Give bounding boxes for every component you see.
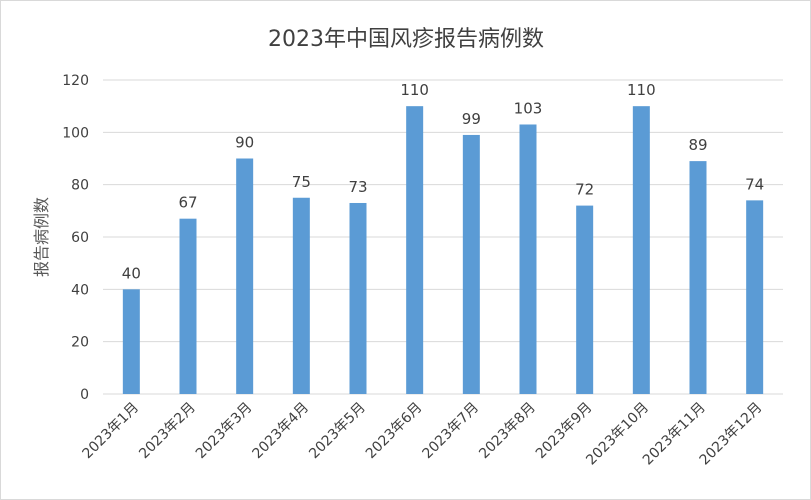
data-label: 75: [292, 173, 311, 191]
bar: [746, 200, 764, 394]
x-tick-label: 2023年1月: [80, 400, 143, 463]
bar: [689, 161, 707, 394]
bar: [179, 218, 197, 394]
bar: [292, 197, 310, 394]
x-tick-label: 2023年6月: [363, 400, 426, 463]
bar: [519, 124, 537, 394]
x-tick-label: 2023年8月: [476, 400, 539, 463]
bar: [122, 289, 140, 394]
y-tick-label: 60: [71, 230, 89, 246]
data-label: 99: [462, 110, 481, 128]
data-label: 67: [178, 194, 197, 212]
bar: [576, 205, 594, 394]
y-tick-label: 100: [62, 125, 89, 141]
x-tick-label: 2023年2月: [136, 400, 199, 463]
x-axis-ticks: 2023年1月2023年2月2023年3月2023年4月2023年5月2023年…: [80, 400, 766, 469]
y-tick-label: 0: [80, 387, 89, 403]
data-label: 90: [235, 134, 254, 152]
y-tick-label: 20: [71, 335, 89, 351]
data-label: 73: [348, 178, 367, 196]
y-tick-label: 40: [71, 282, 89, 298]
x-tick-label: 2023年9月: [533, 400, 596, 463]
data-label: 103: [514, 99, 543, 117]
data-label: 74: [745, 175, 764, 193]
x-tick-label: 2023年3月: [193, 400, 256, 463]
gridlines: [103, 79, 783, 395]
bars: [122, 106, 764, 395]
data-label: 110: [627, 81, 656, 99]
y-axis-title: 报告病例数: [32, 197, 51, 277]
data-label: 89: [688, 136, 707, 154]
y-tick-label: 120: [62, 73, 89, 89]
data-label: 110: [400, 81, 429, 99]
chart-title: 2023年中国风疹报告病例数: [268, 27, 544, 52]
bar: [349, 202, 367, 394]
bar: [236, 158, 254, 394]
data-label: 40: [122, 264, 141, 282]
bar: [406, 106, 424, 395]
bar: [462, 134, 480, 394]
x-tick-label: 2023年7月: [420, 400, 483, 463]
x-tick-label: 2023年5月: [306, 400, 369, 463]
y-tick-label: 80: [71, 178, 89, 194]
bar: [632, 106, 650, 395]
data-label: 72: [575, 181, 594, 199]
y-axis-ticks: 0 20 40 60 80 100 120: [62, 73, 89, 403]
data-labels: 40 67 90 75 73 110 99 103 72 110 89 74: [122, 81, 764, 282]
x-tick-label: 2023年4月: [250, 400, 313, 463]
